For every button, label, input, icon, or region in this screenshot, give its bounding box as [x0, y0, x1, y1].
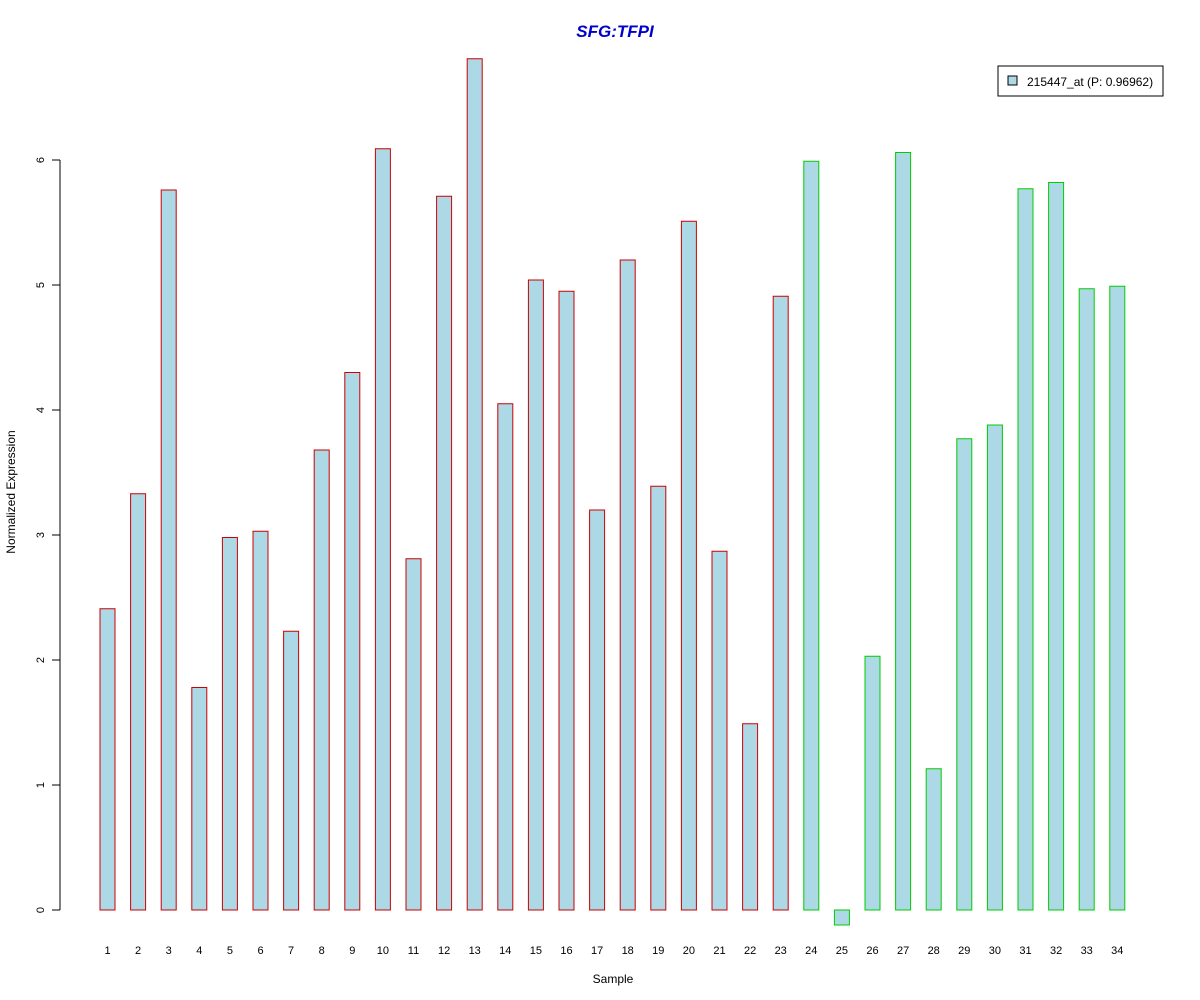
x-tick-label: 9: [349, 945, 355, 957]
chart-title: SFG:TFPI: [576, 22, 655, 41]
bar-sample-26: [864, 655, 881, 911]
x-tick-label: 17: [591, 945, 603, 957]
bar-sample-5: [221, 537, 238, 911]
x-tick-label: 21: [713, 945, 725, 957]
x-tick-labels: 1 2 3 4 5 6 7 8 9 10 11 12 13 14 15 16 17 18 19 20 21 22 23 24 2…: [104, 945, 1123, 957]
x-tick-label: 22: [744, 945, 756, 957]
bar-sample-25: [833, 909, 850, 926]
bar-sample-10: [374, 148, 391, 911]
y-tick-label: 6: [35, 157, 47, 163]
bars-group: [99, 58, 1126, 926]
x-tick-label: 32: [1050, 945, 1062, 957]
x-tick-label: 24: [805, 945, 817, 957]
bar-sample-20: [680, 220, 697, 911]
x-tick-label: 19: [652, 945, 664, 957]
legend: 215447_at (P: 0.96962): [997, 65, 1164, 97]
x-tick-label: 10: [377, 945, 389, 957]
bar-sample-14: [497, 403, 514, 911]
bar-sample-7: [283, 630, 300, 911]
bar-sample-19: [650, 485, 667, 911]
bar-sample-17: [589, 509, 606, 911]
bar-sample-31: [1017, 188, 1034, 911]
x-tick-label: 26: [866, 945, 878, 957]
bar-sample-24: [803, 160, 820, 911]
bar-sample-34: [1109, 285, 1126, 911]
x-tick-label: 16: [560, 945, 572, 957]
bar-sample-29: [956, 438, 973, 911]
x-tick-label: 13: [469, 945, 481, 957]
bar-sample-18: [619, 259, 636, 911]
x-axis-label: Sample: [593, 972, 634, 986]
x-tick-label: 6: [257, 945, 263, 957]
bar-sample-30: [986, 424, 1003, 911]
y-axis: 0 1 2 3 4 5 6: [35, 157, 61, 913]
bar-sample-23: [772, 295, 789, 911]
x-tick-label: 30: [989, 945, 1001, 957]
x-tick-label: 34: [1111, 945, 1123, 957]
bar-sample-2: [130, 493, 147, 911]
bar-sample-6: [252, 530, 269, 911]
bar-sample-9: [344, 372, 361, 911]
bar-sample-15: [527, 279, 544, 911]
legend-box: [997, 65, 1164, 97]
x-tick-label: 18: [622, 945, 634, 957]
x-tick-label: 27: [897, 945, 909, 957]
bar-sample-22: [742, 723, 759, 911]
x-tick-label: 23: [775, 945, 787, 957]
x-tick-label: 31: [1019, 945, 1031, 957]
x-tick-label: 28: [928, 945, 940, 957]
y-axis-label: Normalized Expression: [4, 430, 18, 553]
y-tick-label: 4: [35, 407, 47, 413]
legend-swatch: [1007, 75, 1018, 86]
x-tick-label: 8: [319, 945, 325, 957]
x-tick-label: 5: [227, 945, 233, 957]
x-tick-label: 11: [408, 945, 419, 957]
bar-sample-1: [99, 608, 116, 911]
x-tick-label: 15: [530, 945, 542, 957]
x-tick-label: 20: [683, 945, 695, 957]
x-tick-label: 14: [499, 945, 511, 957]
x-tick-label: 29: [958, 945, 970, 957]
y-tick-label: 2: [35, 657, 47, 663]
bar-sample-28: [925, 768, 942, 911]
legend-label: 215447_at (P: 0.96962): [1027, 75, 1153, 89]
bar-sample-27: [895, 152, 912, 911]
x-tick-label: 12: [438, 945, 450, 957]
bar-sample-21: [711, 550, 728, 911]
bar-sample-3: [160, 189, 177, 911]
bar-sample-33: [1078, 288, 1095, 911]
x-tick-label: 2: [135, 945, 141, 957]
x-tick-label: 3: [166, 945, 172, 957]
y-tick-label: 5: [35, 282, 47, 288]
bar-sample-4: [191, 687, 208, 911]
x-tick-label: 1: [104, 945, 110, 957]
x-tick-label: 4: [196, 945, 202, 957]
x-tick-label: 33: [1081, 945, 1093, 957]
bar-sample-32: [1048, 182, 1065, 911]
x-tick-label: 25: [836, 945, 848, 957]
bar-sample-16: [558, 290, 575, 911]
y-tick-label: 1: [35, 782, 47, 788]
bar-sample-13: [466, 58, 483, 911]
x-tick-label: 7: [288, 945, 294, 957]
bar-sample-8: [313, 449, 330, 911]
bar-sample-12: [436, 195, 453, 911]
y-tick-label: 0: [35, 907, 47, 913]
y-tick-label: 3: [35, 532, 47, 538]
bar-sample-11: [405, 558, 422, 911]
